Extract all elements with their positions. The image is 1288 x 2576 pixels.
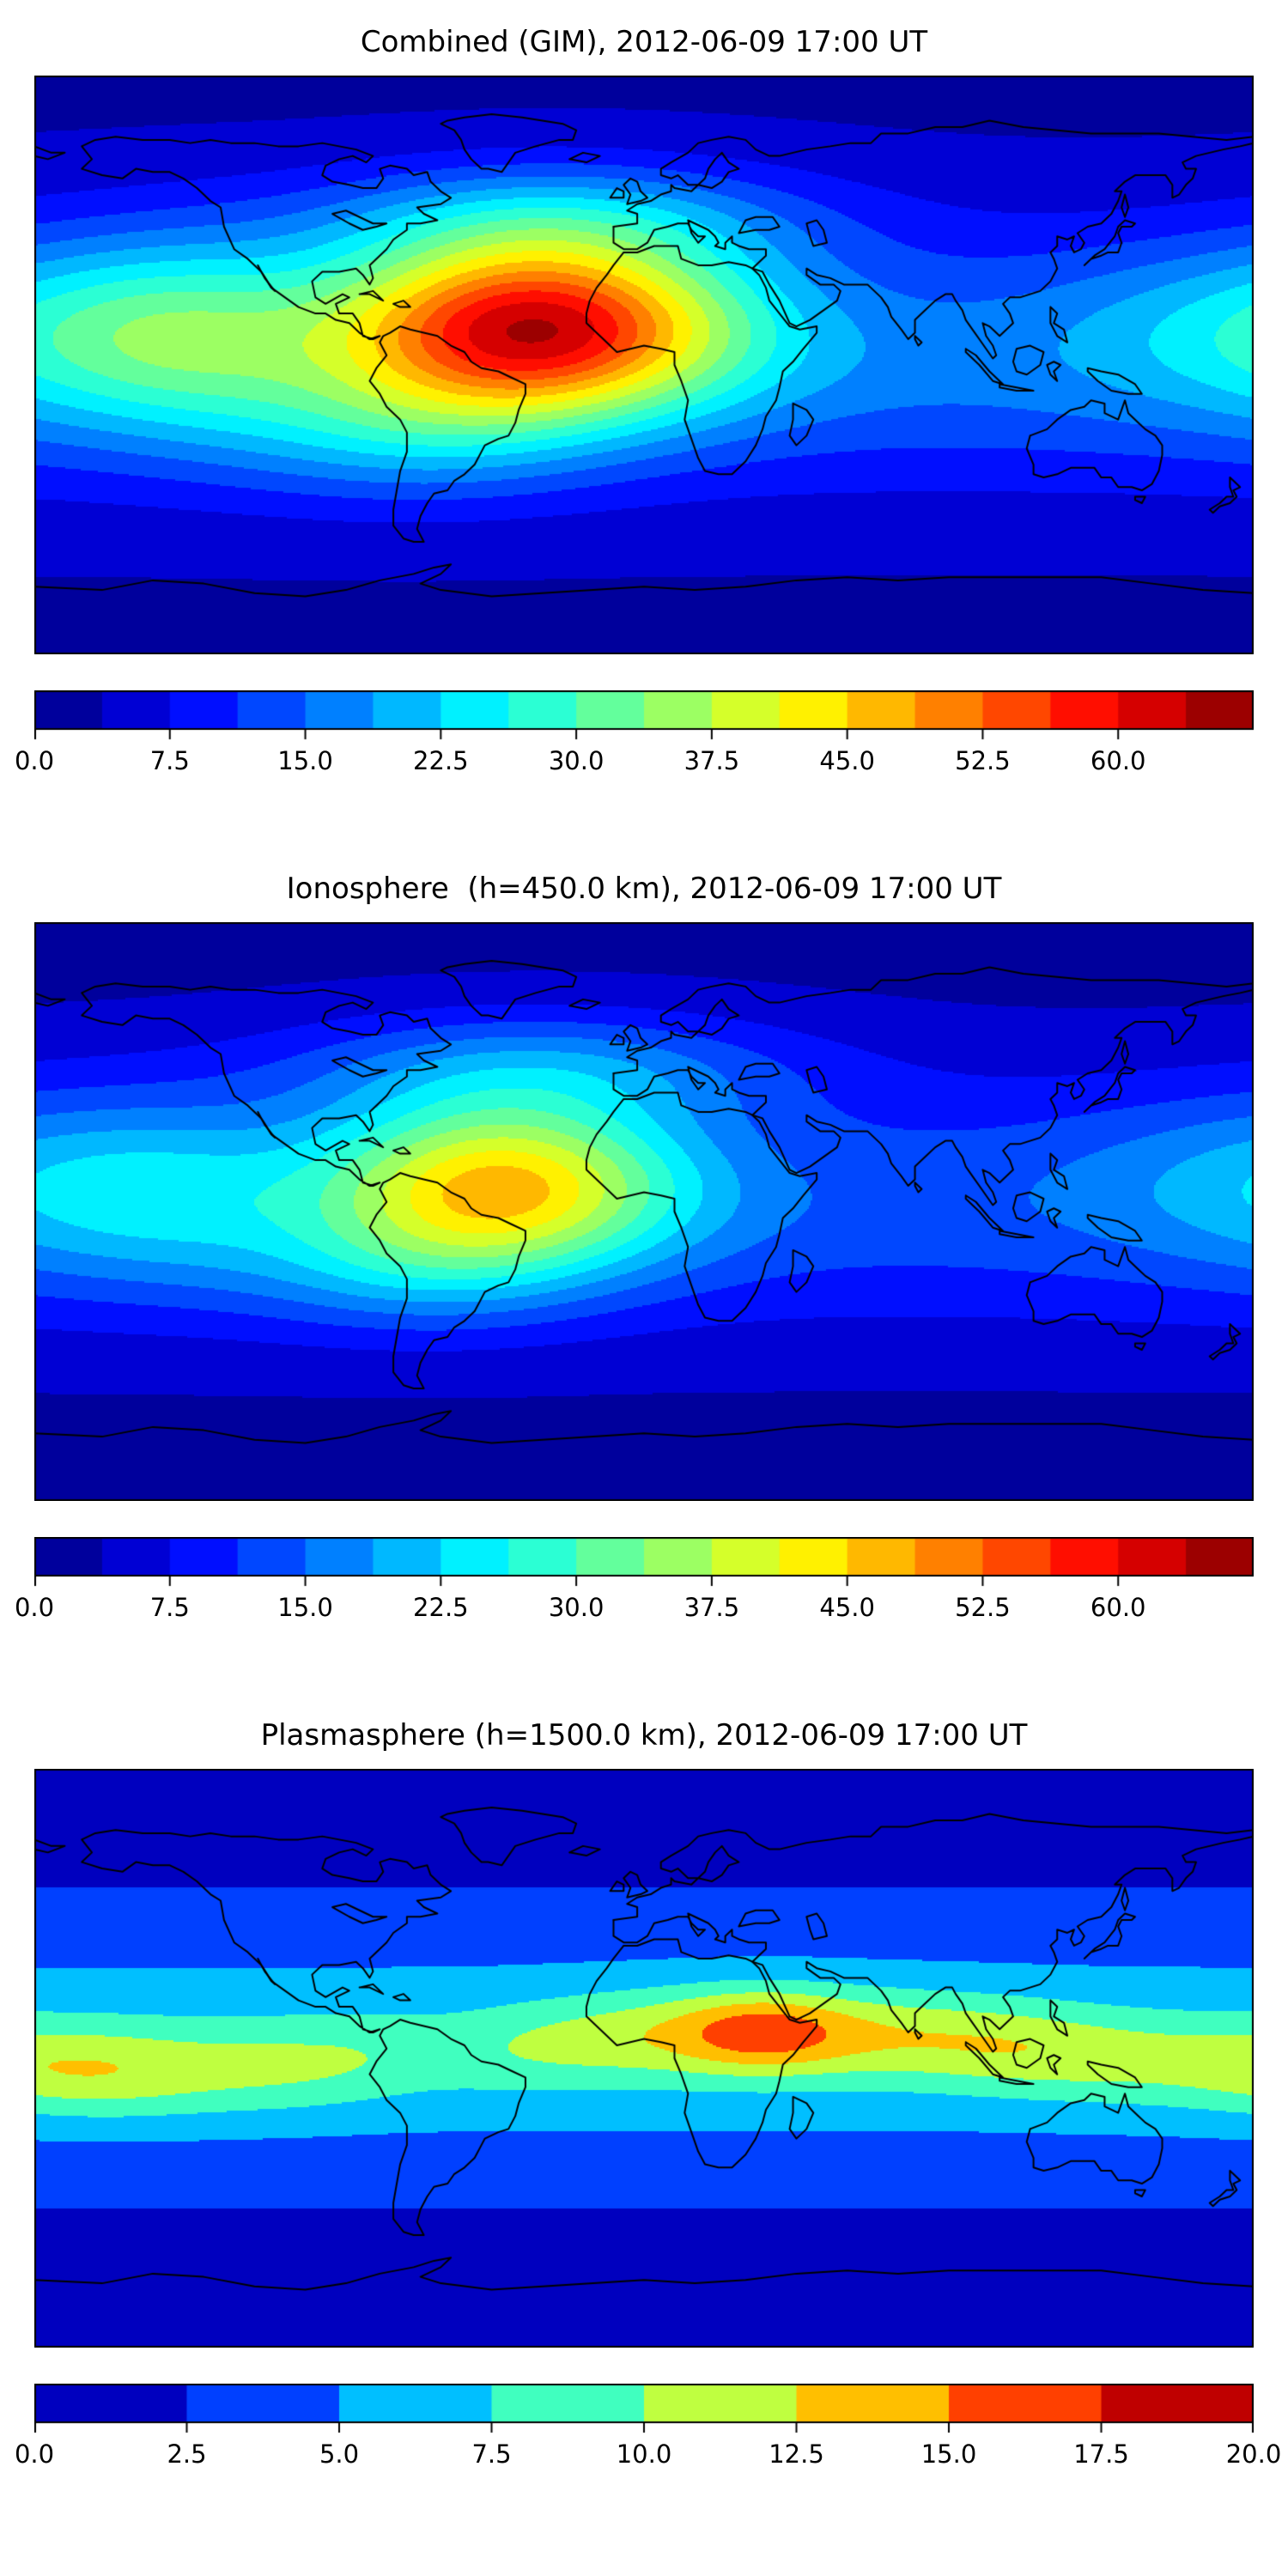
colorbar-tick-label: 12.5 — [769, 2439, 824, 2469]
colorbar-tick-label: 15.0 — [277, 746, 333, 775]
colorbar-ticks-plasmasphere: 0.0 2.5 5.0 7.5 10.0 12.5 15.0 17.5 20.0 — [15, 2437, 1281, 2473]
map-plasmasphere — [34, 1769, 1254, 2348]
map-ionosphere — [34, 922, 1254, 1501]
colorbar-tick-label: 7.5 — [149, 746, 190, 775]
colorbar-block-plasmasphere: 0.0 2.5 5.0 7.5 10.0 12.5 15.0 17.5 20.0 — [15, 2384, 1281, 2473]
panel-combined: Combined (GIM), 2012-06-09 17:00 UT 0.0 7… — [0, 22, 1288, 780]
colorbar-tick-label: 52.5 — [955, 746, 1011, 775]
colorbar-tick-label: 0.0 — [14, 746, 55, 775]
colorbar-ticks-combined: 0.0 7.5 15.0 22.5 30.0 37.5 45.0 52.5 60.0 — [15, 744, 1254, 780]
panel-ionosphere: Ionosphere (h=450.0 km), 2012-06-09 17:0… — [0, 869, 1288, 1626]
colorbar-plasmasphere — [34, 2384, 1254, 2435]
colorbar-tick-label: 20.0 — [1225, 2439, 1282, 2469]
colorbar-tick-label: 45.0 — [819, 1593, 875, 1622]
colorbar-tick-label: 7.5 — [471, 2439, 512, 2469]
colorbar-tick-label: 52.5 — [955, 1593, 1011, 1622]
colorbar-tick-label: 2.5 — [167, 2439, 207, 2469]
panel-plasmasphere: Plasmasphere (h=1500.0 km), 2012-06-09 1… — [0, 1716, 1288, 2473]
colorbar-tick-label: 17.5 — [1073, 2439, 1129, 2469]
colorbar-tick-label: 0.0 — [14, 2439, 55, 2469]
colorbar-block-combined: 0.0 7.5 15.0 22.5 30.0 37.5 45.0 52.5 60.0 — [15, 690, 1254, 780]
colorbar-tick-label: 22.5 — [413, 746, 469, 775]
colorbar-ionosphere — [34, 1537, 1254, 1589]
colorbar-ticks-ionosphere: 0.0 7.5 15.0 22.5 30.0 37.5 45.0 52.5 60.0 — [15, 1590, 1254, 1626]
colorbar-tick-label: 37.5 — [683, 746, 740, 775]
colorbar-tick-label: 5.0 — [319, 2439, 360, 2469]
colorbar-tick-label: 60.0 — [1090, 1593, 1146, 1622]
panel-title-plasmasphere: Plasmasphere (h=1500.0 km), 2012-06-09 1… — [260, 1718, 1028, 1753]
colorbar-tick-label: 60.0 — [1090, 746, 1146, 775]
panel-title-combined: Combined (GIM), 2012-06-09 17:00 UT — [360, 25, 928, 59]
map-combined — [34, 76, 1254, 654]
colorbar-tick-label: 10.0 — [616, 2439, 672, 2469]
colorbar-tick-label: 37.5 — [683, 1593, 740, 1622]
colorbar-combined — [34, 690, 1254, 742]
colorbar-tick-label: 15.0 — [920, 2439, 977, 2469]
colorbar-tick-label: 45.0 — [819, 746, 875, 775]
panel-title-ionosphere: Ionosphere (h=450.0 km), 2012-06-09 17:0… — [286, 872, 1002, 906]
colorbar-tick-label: 30.0 — [548, 1593, 605, 1622]
colorbar-tick-label: 15.0 — [277, 1593, 333, 1622]
colorbar-block-ionosphere: 0.0 7.5 15.0 22.5 30.0 37.5 45.0 52.5 60.0 — [15, 1537, 1254, 1626]
figure: Combined (GIM), 2012-06-09 17:00 UT 0.0 7… — [0, 22, 1288, 2473]
colorbar-tick-label: 22.5 — [413, 1593, 469, 1622]
colorbar-tick-label: 0.0 — [14, 1593, 55, 1622]
colorbar-tick-label: 30.0 — [548, 746, 605, 775]
colorbar-tick-label: 7.5 — [149, 1593, 190, 1622]
